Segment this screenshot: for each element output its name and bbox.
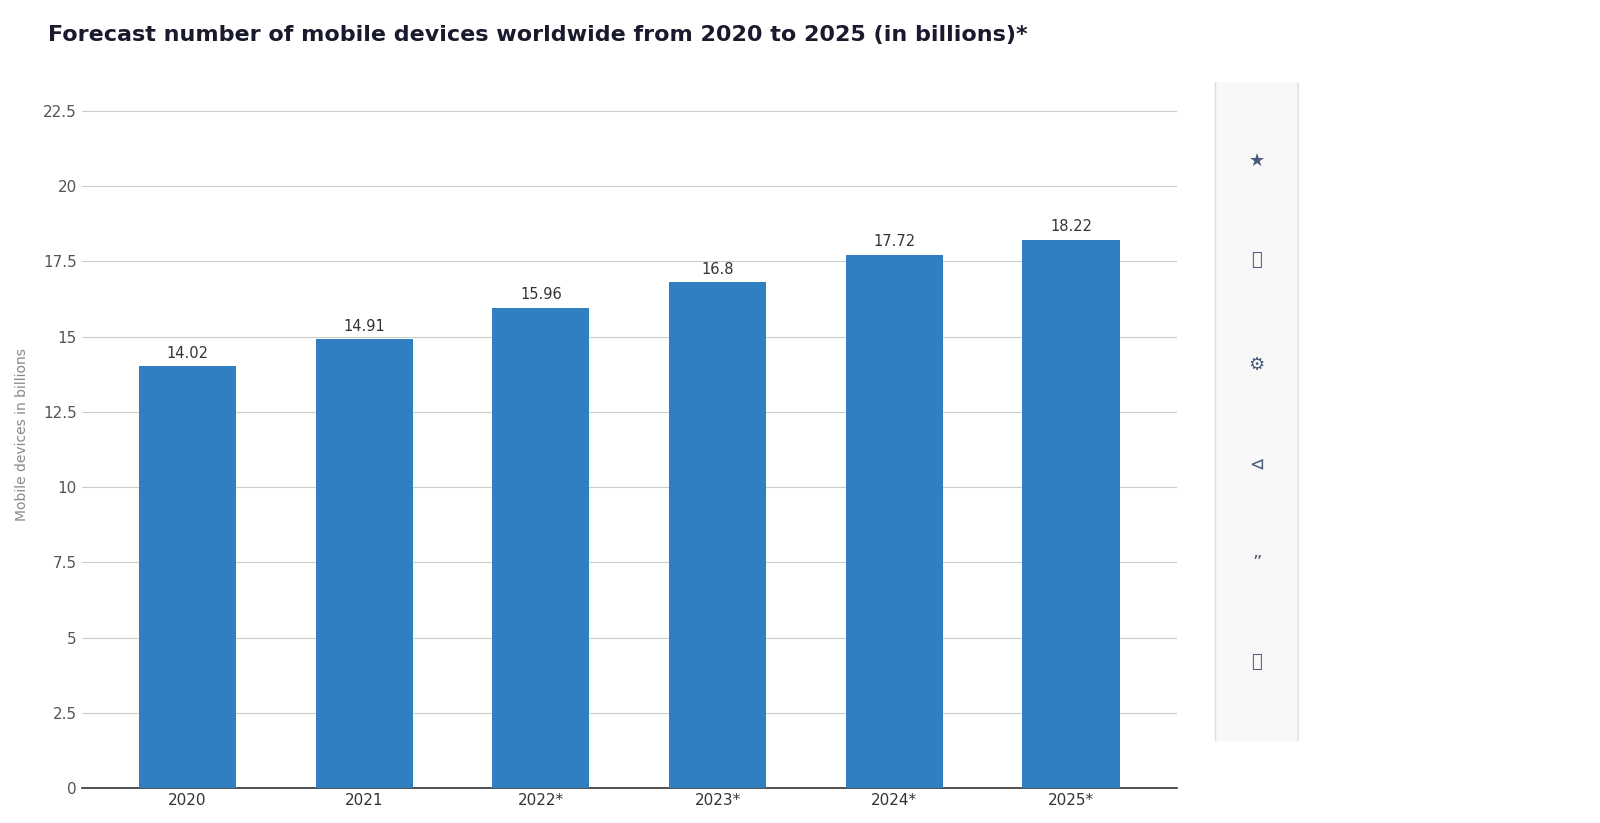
FancyBboxPatch shape	[1216, 76, 1298, 747]
Text: Forecast number of mobile devices worldwide from 2020 to 2025 (in billions)*: Forecast number of mobile devices worldw…	[48, 25, 1027, 44]
Y-axis label: Mobile devices in billions: Mobile devices in billions	[14, 348, 29, 521]
Text: 16.8: 16.8	[701, 262, 734, 277]
Text: ⎙: ⎙	[1251, 653, 1262, 671]
Bar	[139, 366, 237, 788]
Bar	[493, 308, 589, 788]
Text: 17.72: 17.72	[874, 235, 915, 249]
Text: ⚙: ⚙	[1248, 356, 1266, 374]
Text: ⍾: ⍾	[1251, 251, 1262, 269]
Bar	[846, 255, 942, 788]
Text: ⊲: ⊲	[1250, 455, 1264, 473]
Text: 18.22: 18.22	[1050, 220, 1091, 235]
Bar	[315, 339, 413, 788]
Bar	[1022, 239, 1120, 788]
Text: ”: ”	[1253, 554, 1261, 572]
Text: 14.91: 14.91	[344, 319, 386, 334]
Text: ★: ★	[1248, 152, 1266, 170]
Text: 15.96: 15.96	[520, 287, 562, 302]
Text: 14.02: 14.02	[166, 346, 208, 360]
Bar	[669, 282, 766, 788]
